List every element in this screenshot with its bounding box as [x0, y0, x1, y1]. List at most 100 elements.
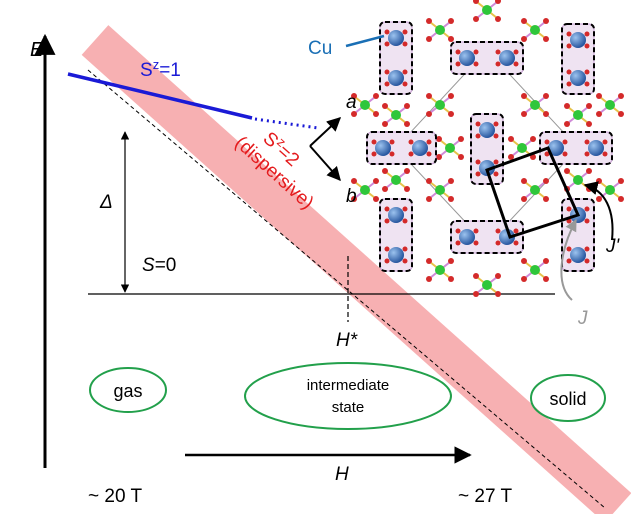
- ligand: [530, 185, 540, 195]
- cu-atom: [499, 50, 515, 66]
- oxygen: [564, 168, 570, 174]
- cu-label: Cu: [308, 38, 332, 59]
- oxygen: [473, 0, 479, 4]
- oxygen: [562, 151, 568, 157]
- oxygen: [521, 178, 527, 184]
- sz1-dotted: [254, 117, 319, 130]
- dimer-box-outline: [450, 220, 524, 254]
- oxygen: [475, 121, 481, 127]
- oxygen: [448, 196, 454, 202]
- oxygen: [436, 154, 442, 160]
- cu-atom: [479, 122, 495, 138]
- ligand: [445, 143, 455, 153]
- oxygen: [543, 196, 549, 202]
- oxygen: [564, 121, 570, 127]
- oxygen: [384, 69, 390, 75]
- oxygen: [566, 258, 572, 264]
- oxygen: [586, 103, 592, 109]
- jprime-arrow: [583, 181, 614, 241]
- oxygen: [402, 29, 408, 35]
- oxygen: [404, 103, 410, 109]
- oxygen: [566, 69, 572, 75]
- crystal-inset: [351, 0, 624, 297]
- cu-atom: [548, 140, 564, 156]
- oxygen: [426, 139, 432, 145]
- oxygen: [543, 258, 549, 264]
- oxygen: [584, 151, 590, 157]
- ligand: [605, 100, 615, 110]
- oxygen: [495, 228, 501, 234]
- oxygen: [584, 258, 590, 264]
- dimer-box-outline: [379, 21, 413, 95]
- oxygen: [495, 291, 501, 297]
- energy-label: E: [30, 39, 44, 61]
- oxygen: [455, 61, 461, 67]
- oxygen: [404, 186, 410, 192]
- oxygen: [495, 240, 501, 246]
- oxygen: [448, 111, 454, 117]
- oxygen: [618, 178, 624, 184]
- oxygen: [402, 246, 408, 252]
- oxygen: [458, 136, 464, 142]
- oxygen: [384, 246, 390, 252]
- oxygen: [543, 93, 549, 99]
- oxygen: [521, 93, 527, 99]
- j-label: J: [577, 308, 588, 329]
- sz1-rest: =1: [159, 60, 181, 81]
- cu-atom: [588, 140, 604, 156]
- band-center-line: [87, 69, 606, 509]
- oxygen: [426, 258, 432, 264]
- s0-label: S=0: [142, 255, 176, 276]
- ligand: [360, 100, 370, 110]
- oxygen: [508, 136, 514, 142]
- oxygen: [475, 159, 481, 165]
- oxygen: [495, 16, 501, 22]
- cu-atom: [570, 32, 586, 48]
- oxygen: [508, 154, 514, 160]
- oxygen: [493, 133, 499, 139]
- axis-a: [309, 117, 342, 147]
- oxygen: [564, 103, 570, 109]
- oxygen: [384, 81, 390, 87]
- axis-b: [309, 145, 341, 182]
- cu-atom: [459, 50, 475, 66]
- oxygen: [384, 258, 390, 264]
- oxygen: [448, 93, 454, 99]
- oxygen: [584, 206, 590, 212]
- cu-atom: [412, 140, 428, 156]
- oxygen: [402, 81, 408, 87]
- oxygen: [473, 49, 479, 55]
- oxygen: [448, 36, 454, 42]
- oxygen: [544, 139, 550, 145]
- oxygen: [351, 196, 357, 202]
- oxygen: [495, 61, 501, 67]
- oxygen: [384, 206, 390, 212]
- cu-atom: [570, 247, 586, 263]
- oxygen: [402, 258, 408, 264]
- oxygen: [436, 136, 442, 142]
- axis-a-label: a: [346, 92, 357, 113]
- s0-rest: =0: [155, 255, 177, 276]
- oxygen: [426, 151, 432, 157]
- dimer-box-outline: [450, 41, 524, 75]
- ligand: [605, 185, 615, 195]
- oxygen: [373, 93, 379, 99]
- oxygen: [448, 178, 454, 184]
- oxygen: [473, 273, 479, 279]
- oxygen: [513, 228, 519, 234]
- ligand: [391, 110, 401, 120]
- cu-atom: [388, 30, 404, 46]
- oxygen: [382, 186, 388, 192]
- oxygen: [373, 111, 379, 117]
- cu-atom: [388, 70, 404, 86]
- field-end: ~ 27 T: [458, 486, 512, 507]
- oxygen: [404, 168, 410, 174]
- oxygen: [426, 36, 432, 42]
- dimer-box-outline: [561, 198, 595, 272]
- oxygen: [426, 276, 432, 282]
- oxygen: [513, 49, 519, 55]
- oxygen: [566, 81, 572, 87]
- oxygen: [602, 151, 608, 157]
- oxygen: [584, 69, 590, 75]
